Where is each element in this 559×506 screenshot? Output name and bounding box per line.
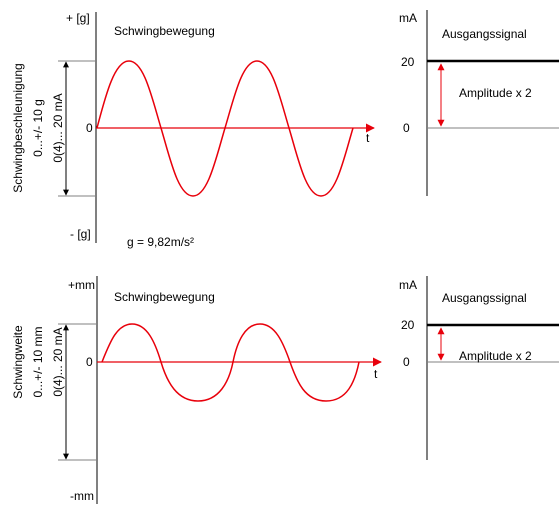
motion-title: Schwingbewegung — [114, 24, 215, 38]
panel-acceleration: + [g] - [g] 0 t Schwingbewegung g = 9,82… — [11, 10, 559, 249]
axis-bottom-label: -mm — [70, 489, 94, 503]
current-range-label: 0(4)... 20 mA — [51, 93, 65, 162]
current-range-label: 0(4)... 20 mA — [51, 327, 65, 396]
output-20-label: 20 — [401, 55, 415, 69]
time-label: t — [374, 367, 378, 381]
amplitude-label: Amplitude x 2 — [459, 86, 532, 100]
output-title: Ausgangssignal — [442, 27, 527, 41]
axis-name-label: Schwingweite — [11, 325, 25, 399]
gravity-note: g = 9,82m/s² — [127, 235, 194, 249]
sine-wave — [96, 60, 354, 197]
zero-label: 0 — [86, 121, 93, 135]
output-0-label: 0 — [403, 355, 410, 369]
output-0-label: 0 — [403, 121, 410, 135]
axis-bottom-label: - [g] — [70, 227, 91, 241]
axis-top-label: +mm — [68, 278, 95, 292]
axis-top-label: + [g] — [66, 11, 90, 25]
range-label: 0...+/- 10 g — [31, 99, 45, 157]
sine-wave — [101, 323, 360, 402]
zero-label: 0 — [86, 355, 93, 369]
axis-name-label: Schwingbeschleunigung — [11, 63, 25, 192]
time-label: t — [366, 131, 370, 145]
output-title: Ausgangssignal — [442, 291, 527, 305]
panel-displacement: +mm -mm 0 t Schwingbewegung Schwingweite… — [11, 276, 559, 504]
output-unit-label: mA — [399, 278, 417, 292]
amplitude-label: Amplitude x 2 — [459, 349, 532, 363]
motion-title: Schwingbewegung — [114, 290, 215, 304]
range-label: 0...+/- 10 mm — [31, 326, 45, 397]
output-20-label: 20 — [401, 318, 415, 332]
output-unit-label: mA — [399, 11, 417, 25]
